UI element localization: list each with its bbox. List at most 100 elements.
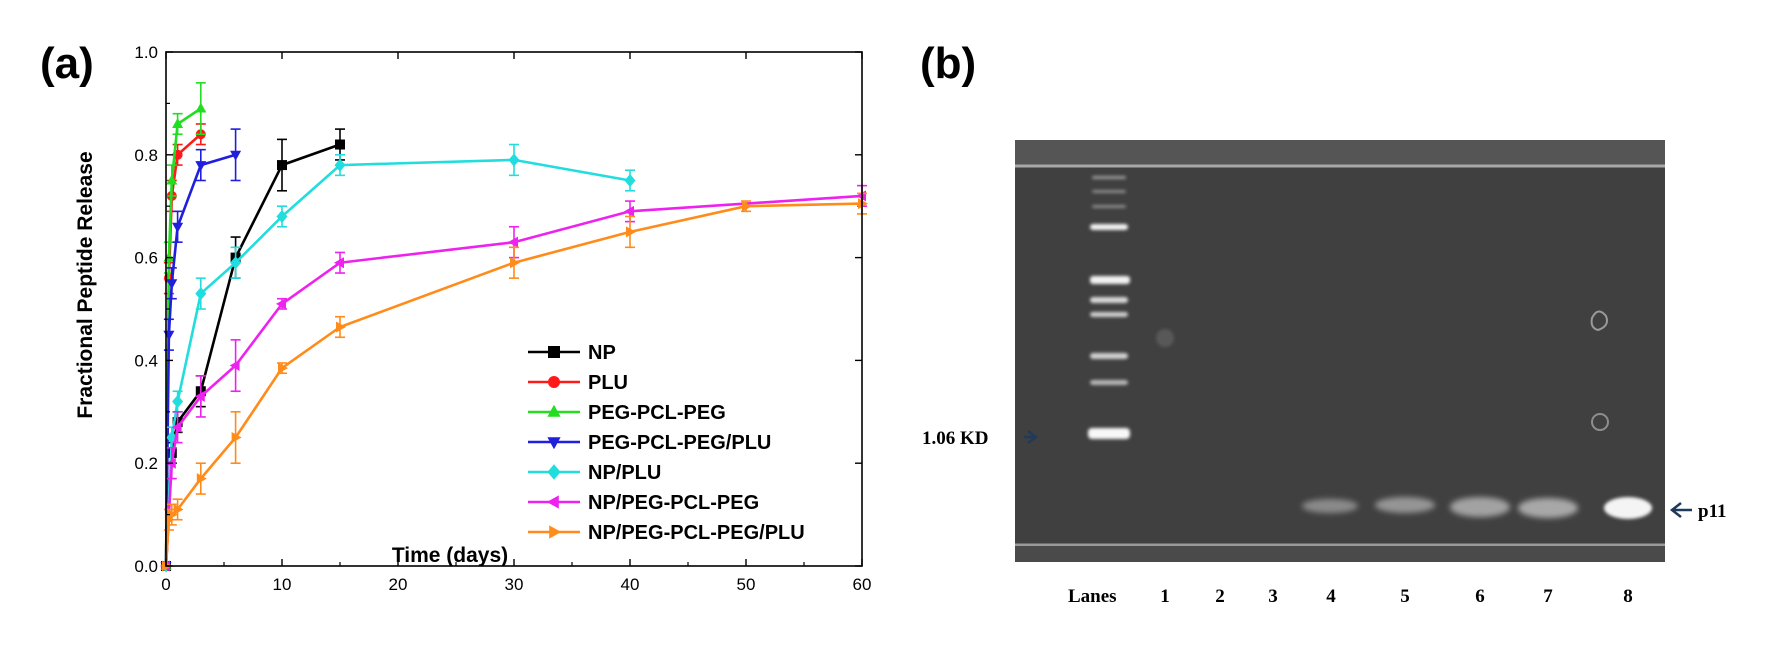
ladder-band — [1092, 176, 1126, 179]
data-point — [172, 395, 184, 409]
data-point — [278, 362, 288, 374]
data-point — [194, 390, 205, 402]
series-peg-pcl-peg-plu — [160, 128, 242, 572]
sample-bands — [1156, 310, 1652, 519]
data-point — [856, 190, 866, 202]
lane-number: 8 — [1623, 586, 1633, 607]
data-point — [195, 161, 207, 172]
data-point — [858, 198, 868, 210]
lanes-label: Lanes — [1068, 586, 1117, 607]
gel-background — [1015, 140, 1665, 562]
ladder-band — [1090, 224, 1128, 230]
sample-band-lane-4 — [1302, 499, 1358, 513]
legend-entry: PLU — [528, 372, 628, 394]
x-tick-label: 30 — [505, 575, 524, 594]
legend-entry: NP — [528, 342, 616, 364]
legend-marker — [548, 376, 560, 388]
series-np-plu — [160, 143, 636, 573]
data-point — [167, 509, 178, 521]
chart-a: 0 10 20 30 40 50 60 0.0 0.2 0.4 0.6 0.8 1.0 Fraction… — [74, 43, 871, 594]
data-point — [626, 226, 636, 238]
data-point — [334, 257, 344, 269]
lane-number: 7 — [1543, 586, 1553, 607]
data-point — [334, 158, 346, 172]
data-point — [508, 236, 518, 248]
legend-marker — [548, 346, 560, 358]
sample-band-lane-7 — [1518, 498, 1578, 518]
marker-arrow-icon — [1024, 430, 1039, 444]
ladder-band — [1090, 312, 1128, 317]
legend-entry: NP/PEG-PCL-PEG/PLU — [528, 522, 805, 544]
legend-label: NP/PEG-PCL-PEG — [588, 492, 759, 514]
legend-label: NP — [588, 342, 616, 364]
data-point — [172, 117, 184, 128]
legend-label: NP/PLU — [588, 462, 661, 484]
legend-entry: NP/PEG-PCL-PEG — [528, 492, 759, 514]
ladder-band — [1090, 380, 1128, 385]
data-point — [276, 298, 286, 310]
ladder-band — [1092, 190, 1126, 193]
lane-number: 4 — [1326, 586, 1336, 607]
legend-entry: NP/PLU — [528, 462, 661, 484]
legend-entry: PEG-PCL-PEG — [528, 402, 726, 424]
ladder-band — [1090, 276, 1130, 284]
lane-number: 5 — [1400, 586, 1410, 607]
data-point — [510, 257, 520, 269]
legend-marker — [547, 437, 561, 450]
data-point — [163, 330, 175, 341]
legend-marker — [549, 525, 562, 539]
ladder-band — [1092, 205, 1126, 208]
sample-band-lane-6 — [1450, 497, 1510, 517]
lane-number: 6 — [1475, 586, 1485, 607]
data-point — [163, 251, 175, 262]
y-tick-label: 0.6 — [134, 249, 158, 268]
data-point — [742, 200, 752, 212]
plot-frame — [165, 51, 863, 567]
panel-label-a: (a) — [40, 39, 94, 88]
lane-number: 3 — [1268, 586, 1278, 607]
data-point — [624, 205, 634, 217]
legend-marker — [546, 495, 559, 509]
lane-number: 1 — [1160, 586, 1170, 607]
data-point — [276, 209, 288, 223]
plot-area-a — [160, 82, 868, 573]
data-point — [196, 473, 207, 485]
legend-label: PLU — [588, 372, 628, 394]
data-point — [230, 256, 242, 270]
gel-spot — [1591, 413, 1609, 431]
legend-marker — [547, 404, 561, 417]
data-point — [231, 432, 242, 443]
data-point — [166, 279, 178, 290]
sample-band-lane-8 — [1604, 497, 1652, 519]
x-tick-label: 50 — [737, 575, 756, 594]
panel-a: (a) 0 10 20 30 40 50 60 0.0 0.2 0.4 0.6 0.8 1.0 Frac… — [40, 39, 871, 594]
lane-number: 2 — [1215, 586, 1225, 607]
data-point — [624, 174, 636, 187]
series-line — [164, 143, 341, 567]
x-tick-label: 60 — [853, 575, 872, 594]
y-tick-label: 1.0 — [134, 43, 158, 62]
data-point — [164, 514, 175, 526]
x-tick-label: 20 — [389, 575, 408, 594]
y-tick-label: 0.2 — [134, 454, 158, 473]
data-point — [195, 102, 207, 113]
gel-well-region — [1015, 140, 1665, 166]
data-point — [277, 160, 287, 171]
ladder-band — [1090, 353, 1128, 359]
series-np-peg-pcl-peg-plu — [162, 192, 868, 572]
ladder-lane — [1088, 176, 1130, 439]
axes-a: 0 10 20 30 40 50 60 0.0 0.2 0.4 0.6 0.8 1.0 — [134, 43, 871, 594]
data-point — [508, 153, 520, 167]
gel-bottom-region — [1015, 546, 1665, 562]
ladder-band — [1088, 428, 1130, 439]
legend-marker — [547, 464, 561, 480]
y-tick-label: 0.0 — [134, 557, 158, 576]
sample-band-lane-5 — [1375, 497, 1435, 513]
panel-b: (b) — [920, 39, 1727, 607]
legend-label: PEG-PCL-PEG — [588, 402, 726, 424]
x-tick-label: 40 — [621, 575, 640, 594]
data-point — [229, 360, 240, 372]
data-point — [166, 174, 178, 185]
band-label: p11 — [1698, 501, 1727, 522]
